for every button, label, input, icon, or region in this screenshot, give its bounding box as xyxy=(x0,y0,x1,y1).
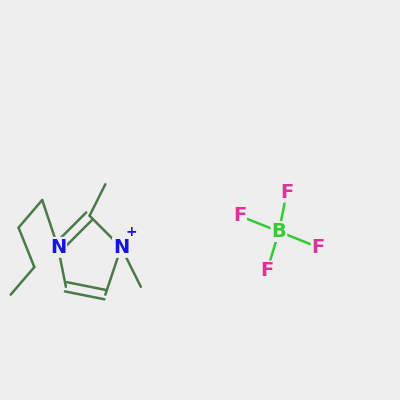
Text: F: F xyxy=(312,238,325,257)
Text: N: N xyxy=(50,238,66,257)
Text: +: + xyxy=(125,224,137,238)
Text: F: F xyxy=(260,262,274,280)
Text: N: N xyxy=(113,238,129,257)
Text: F: F xyxy=(233,206,246,225)
Text: F: F xyxy=(280,183,294,202)
Text: B: B xyxy=(272,222,286,241)
